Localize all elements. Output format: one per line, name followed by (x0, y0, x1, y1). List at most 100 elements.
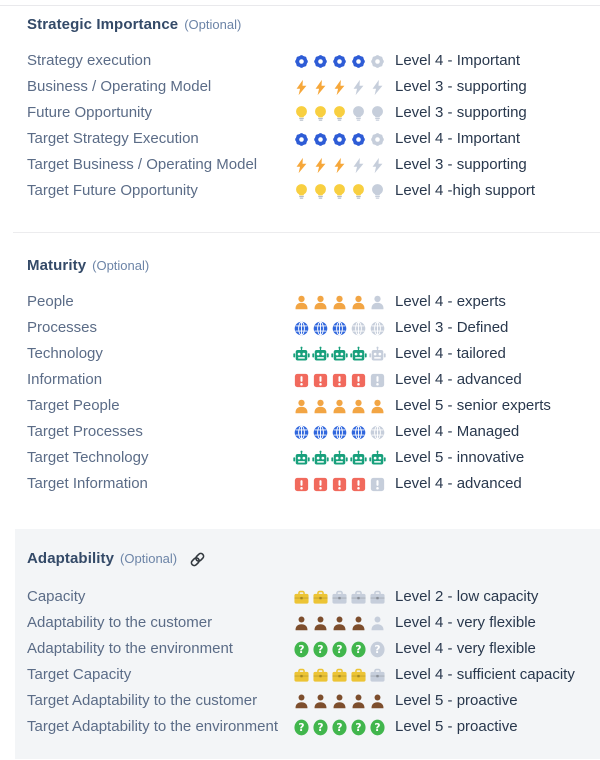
attribute-row[interactable]: Adaptability to the environment ? ? ? ? … (27, 636, 600, 662)
rating-lightning-bolt (293, 152, 388, 178)
person-dark-icon (331, 693, 348, 710)
lightning-bolt-icon (369, 157, 386, 174)
person-icon (312, 398, 329, 415)
exclamation-mark-icon (331, 372, 348, 389)
rating-globe (293, 315, 388, 341)
attribute-row[interactable]: Processes Level 3 - Defined (27, 315, 600, 341)
attribute-row[interactable]: Target Capacity Level 4 - sufficient cap… (27, 662, 600, 688)
attribute-value: Level 4 - very flexible (395, 614, 536, 631)
attribute-rows: Strategy execution Le (27, 48, 600, 204)
light-bulb-icon (369, 183, 386, 200)
link-icon[interactable] (189, 551, 206, 568)
attribute-label: Target Strategy Execution (27, 130, 199, 147)
section-header: Maturity (Optional) (27, 257, 600, 275)
gear-icon (350, 131, 367, 148)
person-icon (293, 294, 310, 311)
svg-text:?: ? (317, 721, 323, 734)
attribute-row[interactable]: Information Level 4 - advanced (27, 367, 600, 393)
rating-gear (293, 48, 388, 74)
svg-text:?: ? (355, 721, 361, 734)
rating-exclamation-mark (293, 367, 388, 393)
attribute-row[interactable]: Strategy execution Le (27, 48, 600, 74)
globe-icon (369, 320, 386, 337)
attribute-row[interactable]: Capacity Level 2 - low capacity (27, 584, 600, 610)
toolbox-icon (350, 589, 367, 606)
optional-label: (Optional) (120, 551, 178, 566)
rating-globe (293, 419, 388, 445)
optional-label: (Optional) (184, 17, 242, 32)
attribute-label: Information (27, 371, 103, 388)
attribute-value: Level 3 - supporting (395, 104, 527, 121)
optional-label: (Optional) (92, 258, 150, 273)
attribute-rows: People Level 4 - experts Processes (27, 289, 600, 497)
toolbox-icon (350, 667, 367, 684)
section-strategic-importance: Strategic Importance (Optional) Strategy… (0, 6, 600, 232)
rating-person-dark (293, 610, 388, 636)
attribute-row[interactable]: People Level 4 - experts (27, 289, 600, 315)
exclamation-mark-icon (293, 372, 310, 389)
light-bulb-icon (312, 105, 329, 122)
lightning-bolt-icon (350, 79, 367, 96)
attribute-row[interactable]: Target Processes Level 4 - Managed (27, 419, 600, 445)
attribute-row[interactable]: Target Adaptability to the environment ?… (27, 714, 600, 740)
attribute-row[interactable]: Technology (27, 341, 600, 367)
attribute-row[interactable]: Adaptability to the customer Level 4 - v… (27, 610, 600, 636)
svg-text:?: ? (336, 721, 342, 734)
attribute-value: Level 5 - proactive (395, 718, 518, 735)
person-dark-icon (312, 693, 329, 710)
section-title: Strategic Importance (27, 16, 179, 33)
attribute-value: Level 5 - innovative (395, 449, 525, 466)
attribute-label: People (27, 293, 74, 310)
toolbox-icon (369, 667, 386, 684)
attribute-label: Adaptability to the environment (27, 640, 233, 657)
gear-icon (312, 53, 329, 70)
attribute-label: Target Information (27, 475, 148, 492)
gear-icon (312, 131, 329, 148)
globe-icon (293, 320, 310, 337)
question-mark-icon: ? (350, 719, 367, 736)
attribute-row[interactable]: Target People Level 5 - senior experts (27, 393, 600, 419)
svg-text:?: ? (374, 643, 380, 656)
gear-icon (331, 53, 348, 70)
person-icon (350, 398, 367, 415)
lightning-bolt-icon (331, 157, 348, 174)
person-dark-icon (293, 693, 310, 710)
rating-person (293, 393, 388, 419)
gear-icon (350, 53, 367, 70)
attribute-value: Level 4 - very flexible (395, 640, 536, 657)
person-icon (369, 398, 386, 415)
attribute-row[interactable]: Business / Operating Model Level 3 - sup… (27, 74, 600, 100)
section-adaptability: Adaptability (Optional) Capacity (15, 529, 600, 759)
attribute-row[interactable]: Target Business / Operating Model Level … (27, 152, 600, 178)
svg-text:?: ? (336, 643, 342, 656)
attribute-value: Level 3 - Defined (395, 319, 509, 336)
attribute-row[interactable]: Future Opportunity Level 3 - supporting (27, 100, 600, 126)
person-icon (293, 398, 310, 415)
attribute-label: Target People (27, 397, 120, 414)
attribute-value: Level 4 - advanced (395, 371, 522, 388)
robot-icon (331, 346, 348, 363)
robot-icon (293, 450, 310, 467)
lightning-bolt-icon (331, 79, 348, 96)
attribute-row[interactable]: Target Information Level 4 - advanced (27, 471, 600, 497)
toolbox-icon (369, 589, 386, 606)
attribute-label: Target Adaptability to the environment (27, 718, 278, 735)
attribute-row[interactable]: Target Strategy Execution (27, 126, 600, 152)
globe-icon (293, 424, 310, 441)
toolbox-icon (312, 589, 329, 606)
exclamation-mark-icon (331, 476, 348, 493)
attribute-value: Level 5 - proactive (395, 692, 518, 709)
attribute-row[interactable]: Target Technology (27, 445, 600, 471)
robot-icon (312, 450, 329, 467)
globe-icon (312, 320, 329, 337)
rating-light-bulb (293, 100, 388, 126)
person-dark-icon (293, 615, 310, 632)
toolbox-icon (331, 589, 348, 606)
attribute-row[interactable]: Target Adaptability to the customer Leve… (27, 688, 600, 714)
svg-text:?: ? (298, 643, 304, 656)
person-dark-icon (369, 615, 386, 632)
attribute-row[interactable]: Target Future Opportunity Level 4 -high … (27, 178, 600, 204)
person-icon (350, 294, 367, 311)
question-mark-icon: ? (369, 641, 386, 658)
person-dark-icon (331, 615, 348, 632)
